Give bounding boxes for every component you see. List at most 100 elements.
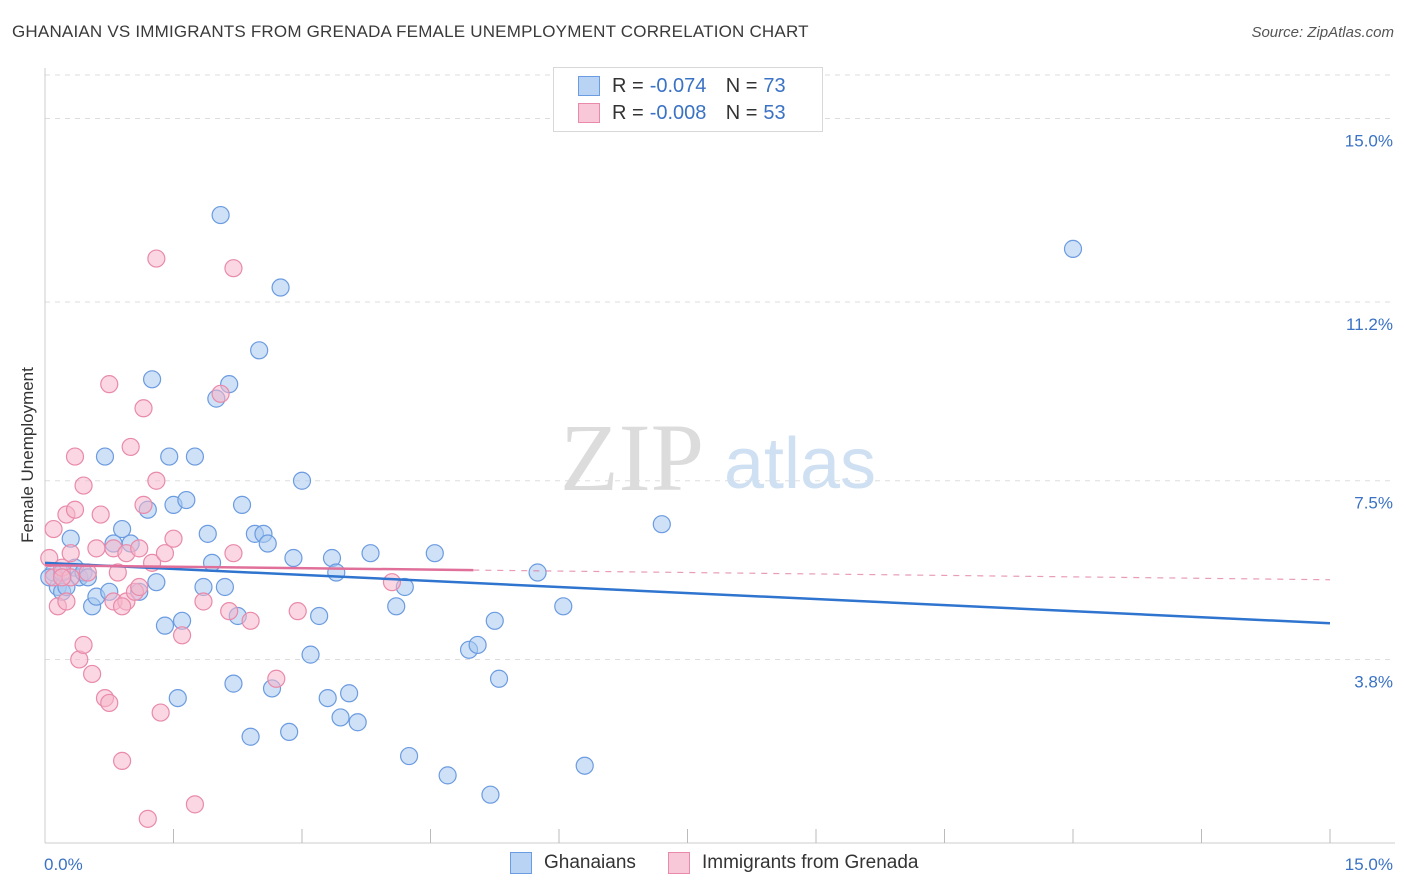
y-tick-label: 11.2% <box>1346 315 1393 334</box>
data-point <box>485 611 504 630</box>
legend-r-label: R = <box>612 101 644 124</box>
data-point <box>112 597 132 616</box>
data-point <box>100 693 119 713</box>
data-point <box>652 515 671 534</box>
data-point <box>112 751 132 770</box>
data-point <box>155 544 175 563</box>
data-point <box>134 495 153 514</box>
data-point <box>53 568 72 587</box>
legend-row-ghanaians: R = -0.074 N = 73 <box>578 74 786 98</box>
data-point <box>130 577 149 597</box>
legend-swatch-blue <box>578 76 600 96</box>
data-point <box>241 727 260 746</box>
source-label: Source: ZipAtlas.com <box>1251 24 1394 41</box>
bottom-legend-label: Immigrants from Grenada <box>702 852 919 873</box>
chart-title: GHANAIAN VS IMMIGRANTS FROM GRENADA FEMA… <box>12 22 809 41</box>
data-point <box>61 544 80 563</box>
data-point <box>468 635 487 655</box>
data-point <box>130 539 149 558</box>
data-point <box>382 573 402 592</box>
data-point <box>280 722 299 742</box>
data-point <box>91 505 110 524</box>
data-point <box>202 553 222 572</box>
data-point <box>481 785 500 804</box>
data-point <box>258 534 277 553</box>
legend-row-grenada: R = -0.008 N = 53 <box>578 101 786 125</box>
data-point <box>147 249 166 268</box>
trend-line-ghanaians <box>44 561 1331 625</box>
legend-n-value: 53 <box>763 101 786 124</box>
data-point <box>100 375 119 394</box>
bottom-legend-swatch-blue <box>510 852 532 874</box>
data-point <box>74 476 93 495</box>
data-point <box>271 278 290 297</box>
legend-n-label: N = <box>725 74 758 97</box>
data-point <box>142 370 162 389</box>
x-tick-label: 0.0% <box>44 855 83 874</box>
data-point <box>340 684 359 703</box>
data-point <box>292 471 312 490</box>
y-tick-label: 7.5% <box>1354 494 1393 513</box>
data-point <box>224 259 243 278</box>
bottom-legend-swatch-pink <box>668 852 690 874</box>
legend-n-label: N = <box>725 101 758 124</box>
series-grenada <box>40 249 402 828</box>
data-point <box>288 602 307 621</box>
data-point <box>87 539 106 558</box>
data-point <box>172 626 192 645</box>
data-point <box>57 592 76 611</box>
x-tick-label: 15.0% <box>1345 855 1393 874</box>
legend-r-label: R = <box>612 74 644 97</box>
data-point <box>1063 239 1083 258</box>
data-point <box>215 577 234 597</box>
watermark: ZIP atlas <box>560 404 876 511</box>
data-point <box>220 602 239 621</box>
data-point <box>65 500 85 519</box>
data-point <box>112 519 132 539</box>
data-point <box>134 399 153 418</box>
data-point <box>147 471 166 490</box>
bottom-legend-ghanaians: Ghanaians <box>510 852 636 874</box>
data-point <box>301 645 320 664</box>
data-point <box>250 341 269 360</box>
data-point <box>438 766 457 785</box>
data-point <box>108 563 127 582</box>
data-point <box>241 611 260 630</box>
legend-r-value: -0.008 <box>649 101 707 124</box>
data-point <box>224 674 243 693</box>
data-point <box>425 544 444 563</box>
data-point <box>267 669 286 688</box>
data-point <box>44 519 63 539</box>
data-point <box>327 563 346 582</box>
trend-line-grenada <box>44 564 474 572</box>
data-point <box>74 635 93 655</box>
data-point <box>185 447 205 466</box>
data-point <box>151 703 170 722</box>
data-point <box>65 447 85 466</box>
watermark-atlas: atlas <box>724 424 876 504</box>
data-point <box>361 544 380 563</box>
data-point <box>155 616 175 635</box>
y-tick-label: 3.8% <box>1354 672 1393 691</box>
tick-labels: 3.8% 7.5% 11.2% 15.0% 0.0% 15.0% <box>44 131 1393 874</box>
data-point <box>387 597 406 616</box>
data-point <box>95 447 115 466</box>
data-point <box>164 529 183 548</box>
data-point <box>147 573 166 592</box>
data-point <box>211 205 230 225</box>
bottom-legend-grenada: Immigrants from Grenada <box>668 852 918 874</box>
data-point <box>554 597 573 616</box>
data-point <box>160 447 179 466</box>
y-tick-label: 15.0% <box>1345 131 1393 150</box>
trend-line-grenada-extension <box>473 569 1331 581</box>
legend-n-value: 73 <box>763 74 786 97</box>
data-point <box>331 708 350 727</box>
data-point <box>318 688 337 708</box>
data-point <box>138 809 157 828</box>
data-point <box>575 756 594 775</box>
watermark-zip: ZIP <box>560 404 704 511</box>
data-point <box>284 548 303 568</box>
data-point <box>310 606 329 626</box>
trend-lines <box>44 561 1331 625</box>
